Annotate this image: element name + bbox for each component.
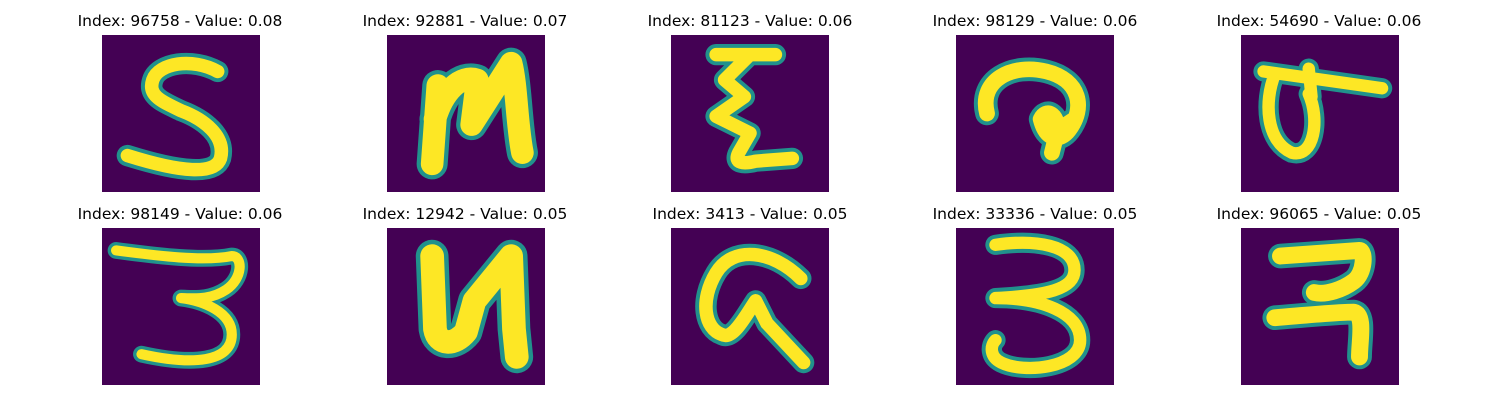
panel-title: Index: 3413 - Value: 0.05: [600, 204, 900, 224]
digit-image: [1241, 35, 1399, 192]
panel-title: Index: 96065 - Value: 0.05: [1169, 204, 1469, 224]
panel-title: Index: 54690 - Value: 0.06: [1169, 11, 1469, 31]
digit-image: [956, 35, 1114, 192]
digit-image: [671, 228, 829, 385]
digit-image: [102, 35, 260, 192]
digit-image: [387, 228, 545, 385]
panel-title: Index: 98129 - Value: 0.06: [885, 11, 1185, 31]
panel-title: Index: 33336 - Value: 0.05: [885, 204, 1185, 224]
panel-title: Index: 81123 - Value: 0.06: [600, 11, 900, 31]
digit-image: [1241, 228, 1399, 385]
panel-title: Index: 12942 - Value: 0.05: [315, 204, 615, 224]
panel-title: Index: 98149 - Value: 0.06: [30, 204, 330, 224]
panel-title: Index: 96758 - Value: 0.08: [30, 11, 330, 31]
digit-image: [387, 35, 545, 192]
digit-image: [102, 228, 260, 385]
panel-title: Index: 92881 - Value: 0.07: [315, 11, 615, 31]
digit-image: [671, 35, 829, 192]
digit-image: [956, 228, 1114, 385]
